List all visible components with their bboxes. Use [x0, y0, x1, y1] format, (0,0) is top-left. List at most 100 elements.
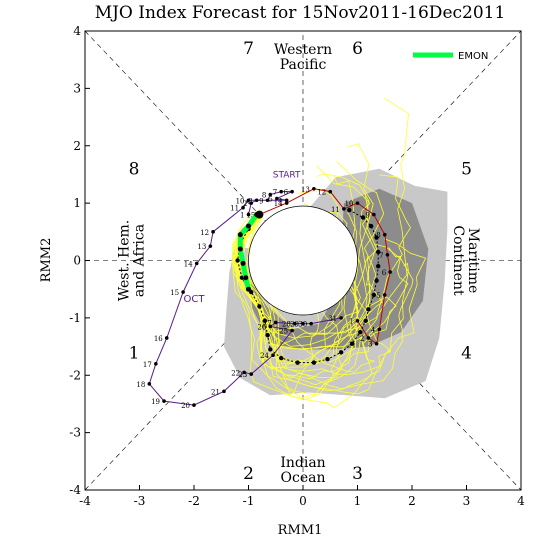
ensemble-mean-point — [311, 360, 317, 365]
november-track-point — [382, 232, 387, 237]
october-track-day-label: 30 — [298, 321, 307, 329]
october-track-day-label: 10 — [236, 197, 245, 205]
october-track-point — [211, 230, 215, 234]
ensemble-mean-point — [349, 341, 355, 346]
legend: EMON — [413, 51, 488, 62]
october-track-day-label: 28 — [282, 321, 291, 329]
y-tick-label: 2 — [73, 139, 81, 153]
emon-point — [237, 246, 243, 252]
phase-number-label: 5 — [461, 160, 472, 180]
region-western-pacific: Western Pacific — [274, 42, 332, 73]
november-track-point — [382, 293, 387, 297]
october-track-day-label: 6 — [284, 189, 289, 197]
october-track-day-label: 23 — [238, 371, 247, 379]
x-tick-label: 0 — [299, 494, 307, 508]
october-track-point — [208, 244, 213, 248]
emon-point — [246, 286, 251, 292]
october-track-point — [249, 372, 254, 376]
y-tick-label: 3 — [73, 81, 81, 95]
october-track-day-label: 29 — [290, 321, 299, 329]
phase-number-label: 2 — [243, 464, 254, 484]
ensemble-mean-track — [235, 207, 381, 365]
october-track-day-label: 15 — [170, 289, 179, 297]
november-track-day-label: 15 — [246, 212, 255, 220]
october-track-day-label: 31 — [328, 315, 337, 323]
november-track-point — [377, 327, 382, 332]
october-track-day-label: 4 — [278, 197, 283, 205]
ensemble-mean-point — [358, 330, 363, 335]
october-track-point — [162, 399, 166, 403]
y-tick-label: 0 — [73, 254, 81, 268]
october-track-day-label: 12 — [200, 229, 209, 237]
y-tick-label: 1 — [73, 196, 81, 210]
ensemble-mean-point — [257, 304, 262, 309]
phase-number-label: 6 — [352, 39, 363, 59]
ensemble-member-line — [242, 193, 376, 396]
october-track-point — [275, 196, 279, 201]
region-maritime-continent-line: Continent — [450, 225, 466, 296]
ensemble-member-line — [231, 175, 356, 369]
ensemble-mean-point — [265, 332, 270, 338]
ensemble-mean-point — [235, 258, 240, 263]
october-track-point — [241, 205, 245, 210]
october-track-point — [293, 321, 297, 326]
october-track-point — [222, 389, 226, 394]
november-track-day-label: 3 — [368, 341, 372, 349]
october-track-point — [164, 336, 169, 340]
phase-number-label: 3 — [352, 464, 363, 484]
october-track-point — [290, 328, 294, 333]
y-axis-label: RMM2 — [39, 238, 54, 283]
october-track-day-label: 14 — [184, 260, 193, 268]
ensemble-mean-point — [374, 278, 379, 283]
november-track-day-label: 8 — [376, 232, 380, 240]
region-indian-ocean: Indian Ocean — [280, 455, 325, 486]
november-track-point — [372, 212, 376, 217]
october-track-point — [246, 198, 251, 203]
x-tick-label: -3 — [134, 494, 146, 508]
october-track-point — [246, 212, 251, 217]
region-west-hem-africa-line: West. Hem. — [117, 220, 133, 301]
phase-number-label: 7 — [243, 39, 254, 59]
ensemble-mean-point — [262, 318, 268, 323]
region-indian-ocean-line: Indian — [280, 455, 325, 471]
october-track-point — [279, 189, 284, 194]
october-track-day-label: 17 — [143, 361, 152, 369]
ensemble-mean-point — [295, 360, 300, 365]
current-position-marker — [255, 210, 264, 219]
emon-point — [243, 275, 249, 281]
ensemble-mean-point — [374, 235, 379, 240]
october-track-point — [271, 353, 275, 357]
october-track-day-label: 24 — [260, 352, 269, 360]
phase-labels: 12 3 4 5 6 7 8 Western Pacific Indian Ocean West. H… — [117, 39, 482, 486]
october-track-day-label: 2 — [243, 200, 247, 208]
november-track-point — [312, 186, 316, 191]
region-maritime-continent-line: Maritime — [465, 228, 481, 294]
unit-circle — [248, 205, 358, 316]
ensemble-mean-point — [363, 318, 368, 323]
november-track-point — [366, 336, 371, 340]
region-maritime-continent: MaritimeContinent — [450, 225, 481, 296]
spread-inner — [248, 188, 429, 350]
october-track-point — [301, 321, 305, 326]
region-west-hem-africa: West. Hem.and Africa — [117, 220, 148, 301]
october-track-point — [268, 192, 273, 197]
november-track-day-label: 11 — [331, 206, 340, 214]
y-tick-label: -2 — [69, 368, 81, 382]
october-track-day-label: 18 — [136, 381, 145, 389]
legend-label: EMON — [458, 51, 488, 62]
october-track-point — [290, 189, 294, 194]
ensemble-mean-point — [347, 207, 352, 213]
ensemble-mean-point — [376, 264, 381, 269]
y-tick-label: -4 — [69, 483, 81, 497]
november-track-point — [355, 201, 360, 205]
october-track-point — [154, 361, 158, 366]
october-track-day-label: 25 — [279, 327, 288, 335]
x-tick-label: -2 — [188, 494, 200, 508]
november-track-day-label: 10 — [345, 200, 354, 208]
october-track-day-label: 13 — [197, 243, 206, 251]
november-track-point — [388, 270, 393, 274]
october-track-day-label: 11 — [230, 205, 239, 213]
ensemble-mean-point — [366, 307, 371, 312]
